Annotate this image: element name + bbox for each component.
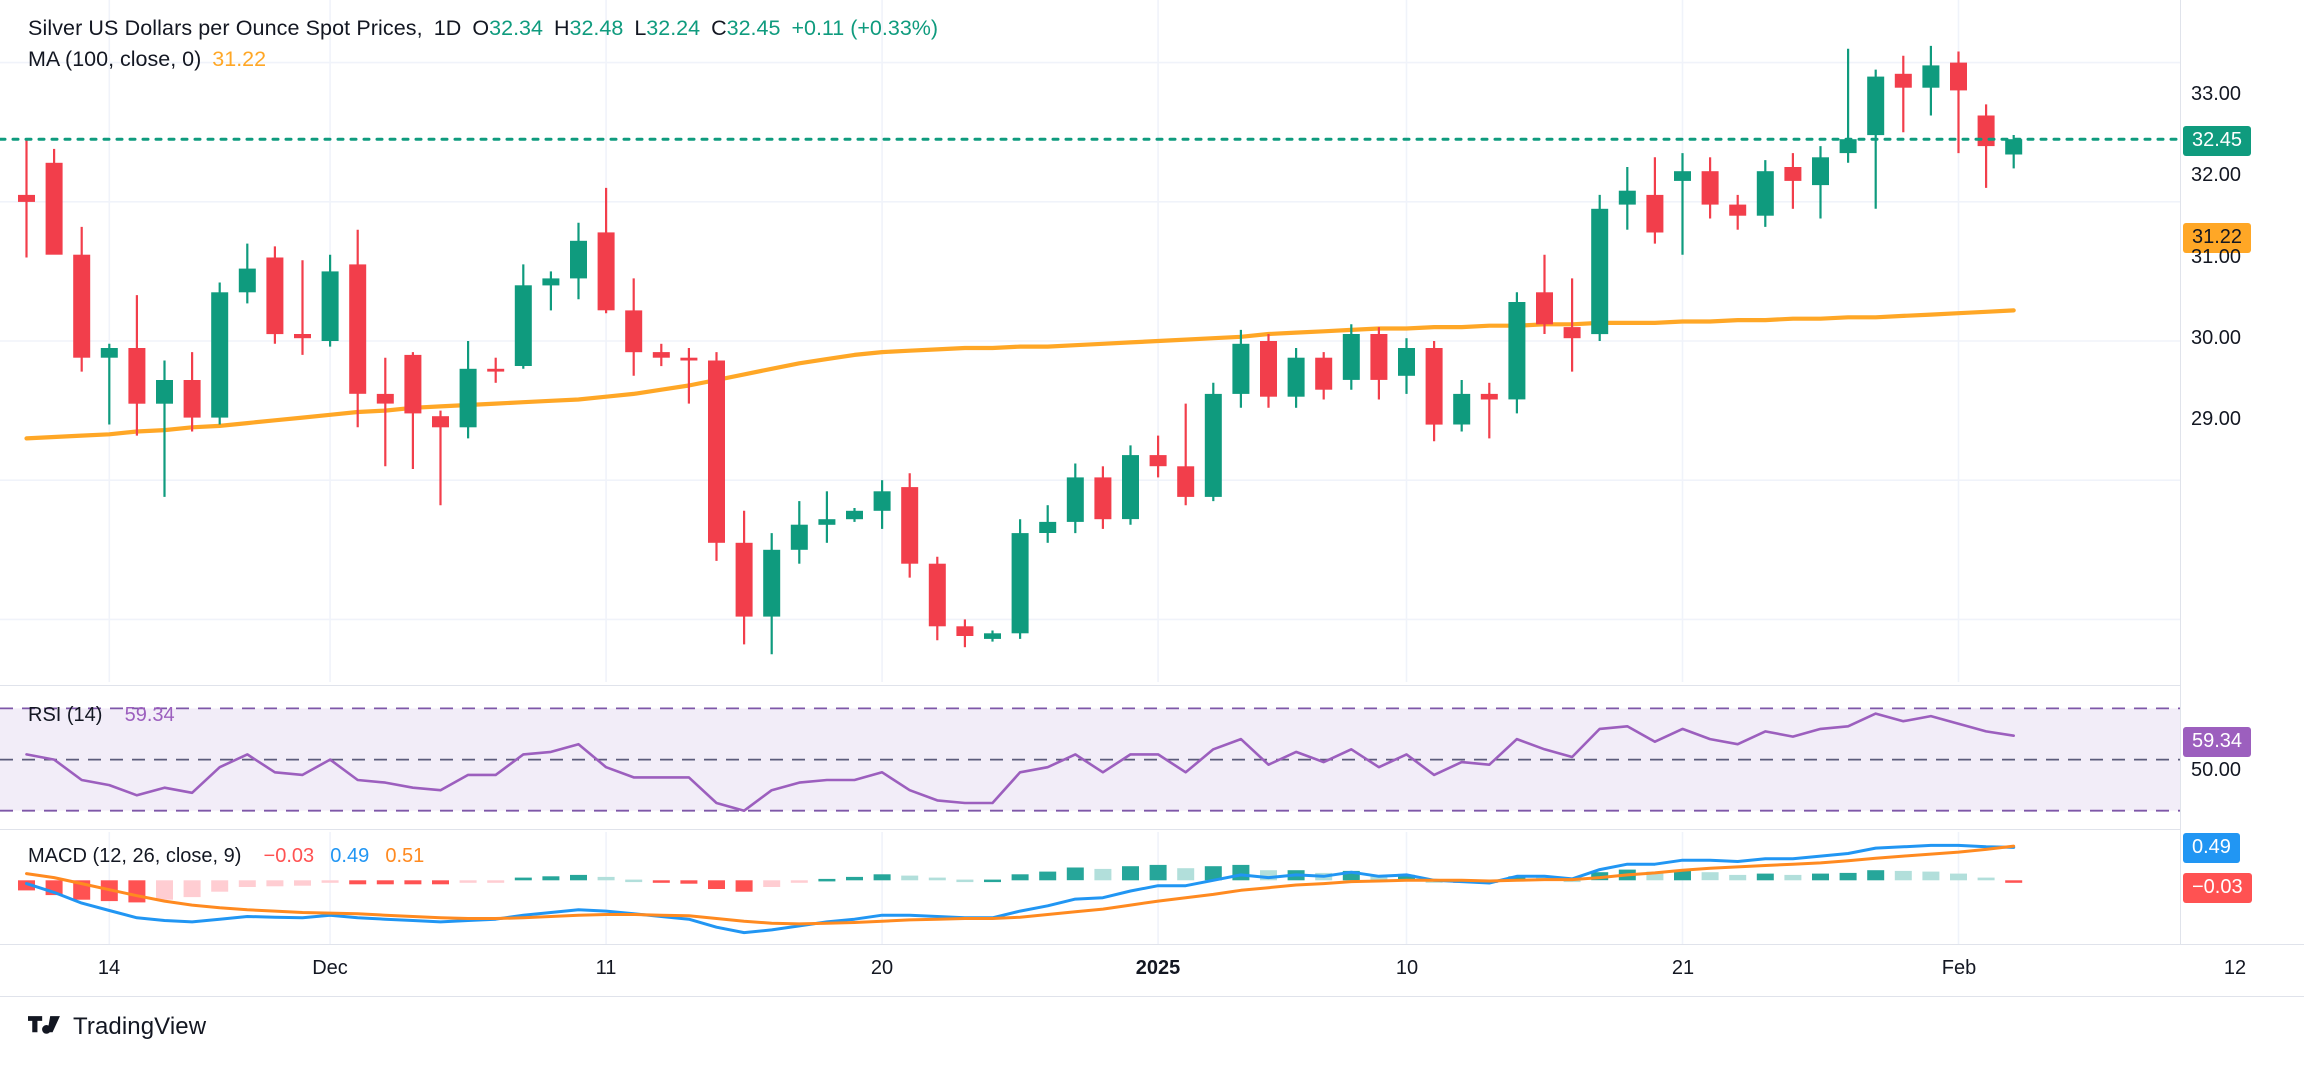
rsi-legend: RSI (14) 59.34 [28, 704, 175, 727]
time-tick-label: 11 [595, 957, 617, 979]
rsi-value-badge: 59.34 [2183, 727, 2252, 757]
price-tick-30: 30.00 [2191, 327, 2242, 349]
price-tick-32: 32.00 [2191, 164, 2242, 186]
rsi-pane[interactable] [0, 688, 2180, 826]
macd-slow-value: 0.51 [385, 845, 425, 867]
price-tick-33: 33.00 [2191, 83, 2242, 105]
price-tick-31: 31.00 [2191, 246, 2242, 268]
chart-footer: TradingView [0, 996, 2304, 1066]
macd-label: MACD (12, 26, close, 9) [28, 845, 242, 867]
macd-fast-value: 0.49 [330, 845, 370, 867]
macd-fast-badge: 0.49 [2183, 833, 2240, 863]
time-axis[interactable]: 14Dec112020251021Feb12Mar [0, 944, 2304, 996]
price-tick-29: 29.00 [2191, 408, 2242, 430]
time-tick-label: Feb [1941, 957, 1977, 979]
macd-pane[interactable] [0, 832, 2180, 944]
macd-hist-value: −0.03 [263, 845, 315, 867]
tradingview-mark-icon [28, 1015, 60, 1034]
price-pane[interactable] [0, 0, 2180, 682]
pane-divider-rsi-macd[interactable] [0, 829, 2304, 830]
time-tick-label: 20 [870, 957, 894, 979]
time-tick-label: 10 [1395, 957, 1419, 979]
pane-divider-price-rsi[interactable] [0, 685, 2304, 686]
time-tick-label: 14 [97, 957, 121, 979]
time-tick-label: Dec [312, 957, 348, 979]
rsi-value: 59.34 [124, 704, 175, 726]
time-tick-label: 21 [1671, 957, 1695, 979]
tradingview-wordmark: TradingView [73, 1013, 207, 1040]
macd-legend: MACD (12, 26, close, 9) −0.03 0.49 0.51 [28, 845, 424, 868]
time-tick-label: 12 [2223, 957, 2247, 979]
rsi-tick-50: 50.00 [2191, 759, 2242, 781]
price-axis[interactable]: 33.00 32.45 32.00 31.22 31.00 30.00 29.0… [2180, 0, 2304, 944]
tradingview-logo[interactable]: TradingView [28, 1013, 206, 1041]
time-tick-label: 2025 [1135, 957, 1181, 979]
ma-price-badge: 31.22 [2183, 223, 2252, 253]
rsi-label: RSI (14) [28, 704, 103, 726]
macd-hist-badge: −0.03 [2183, 873, 2252, 903]
last-price-badge: 32.45 [2183, 126, 2252, 156]
